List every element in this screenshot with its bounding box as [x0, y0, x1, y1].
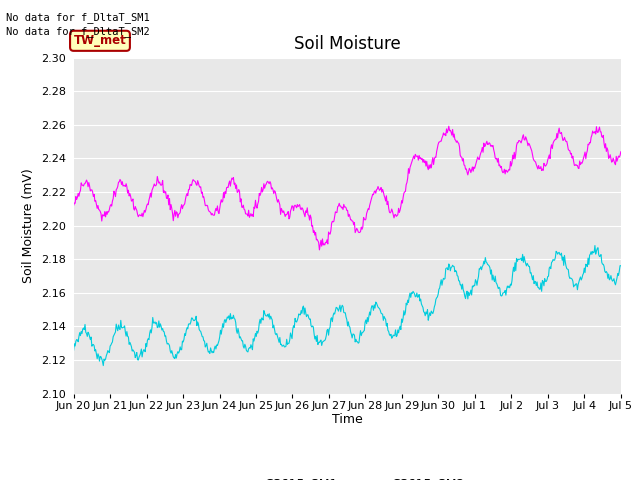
Legend: CS615_SM1, CS615_SM2: CS615_SM1, CS615_SM2 [225, 472, 470, 480]
CS615_SM2 [79, 325, 87, 331]
Y-axis label: Soil Moisture (mV): Soil Moisture (mV) [22, 168, 35, 283]
Text: No data for f_DltaT_SM2: No data for f_DltaT_SM2 [6, 26, 150, 37]
CS615_SM2 [221, 316, 229, 322]
CS615_SM1 [431, 156, 438, 162]
CS615_SM1 [415, 157, 422, 163]
CS615_SM2 [415, 294, 422, 300]
CS615_SM1 [445, 123, 452, 129]
CS615_SM1 [79, 183, 87, 189]
CS615_SM2 [431, 304, 438, 310]
Line: CS615_SM1: CS615_SM1 [74, 126, 621, 250]
CS615_SM2 [70, 348, 77, 353]
CS615_SM1 [316, 247, 323, 253]
CS615_SM2 [591, 243, 599, 249]
Text: TW_met: TW_met [74, 34, 126, 48]
CS615_SM1 [136, 212, 143, 217]
CS615_SM2 [137, 350, 145, 356]
CS615_SM1 [191, 179, 199, 185]
CS615_SM2 [99, 363, 107, 369]
CS615_SM2 [617, 263, 625, 269]
Text: No data for f_DltaT_SM1: No data for f_DltaT_SM1 [6, 12, 150, 23]
X-axis label: Time: Time [332, 413, 363, 426]
Line: CS615_SM2: CS615_SM2 [74, 246, 621, 366]
CS615_SM1 [70, 203, 77, 208]
Title: Soil Moisture: Soil Moisture [294, 35, 401, 53]
CS615_SM1 [220, 195, 228, 201]
CS615_SM2 [192, 313, 200, 319]
CS615_SM1 [617, 149, 625, 155]
